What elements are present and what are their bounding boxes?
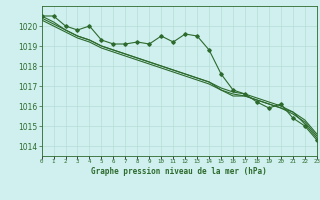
X-axis label: Graphe pression niveau de la mer (hPa): Graphe pression niveau de la mer (hPa) bbox=[91, 167, 267, 176]
